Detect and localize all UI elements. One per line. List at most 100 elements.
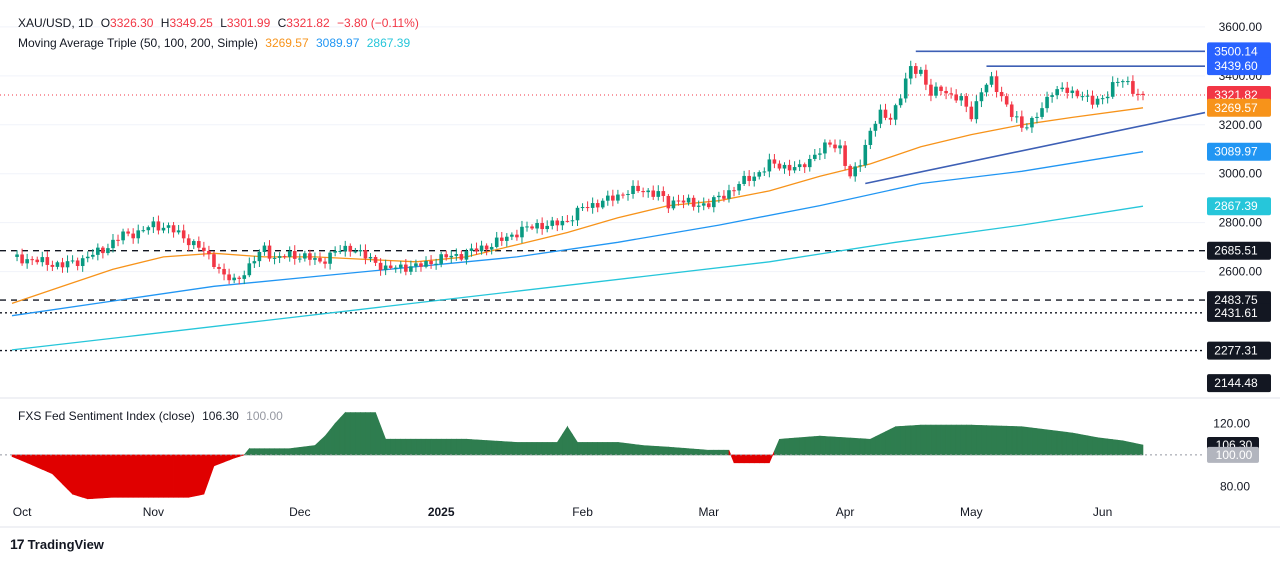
indicator-base: 100.00 [246, 409, 283, 423]
sentiment-segment [991, 425, 997, 456]
sentiment-segment [1036, 428, 1043, 456]
x-tick-label: Dec [289, 505, 310, 519]
candle-body [807, 158, 812, 168]
sentiment-segment [1041, 428, 1048, 456]
candle-body [156, 221, 161, 231]
sentiment-segment [804, 436, 811, 456]
sentiment-segment [612, 442, 619, 456]
candle-body [969, 106, 974, 120]
sentiment-segment [355, 412, 361, 456]
sentiment-segment [92, 454, 99, 499]
candle-body [732, 190, 736, 192]
candle-body [979, 92, 984, 102]
candle-body [520, 226, 524, 238]
candle-body [1115, 81, 1120, 83]
sentiment-segment [304, 445, 311, 456]
candle-body [232, 277, 236, 281]
candle-body [368, 256, 373, 259]
candle-body [181, 230, 186, 239]
sentiment-segment [486, 440, 492, 456]
candle-body [828, 142, 832, 145]
sentiment-segment [102, 454, 109, 499]
candle-body [833, 144, 837, 149]
candle-body [318, 258, 322, 262]
sentiment-segment [551, 442, 558, 456]
candle-body [626, 193, 630, 195]
ma100-value: 3089.97 [316, 36, 360, 50]
candle-body [919, 69, 923, 74]
sentiment-segment [900, 425, 906, 456]
candle-body [90, 254, 95, 257]
candle-body [666, 195, 671, 209]
candle-body [484, 245, 489, 250]
sentiment-segment [440, 438, 447, 456]
sentiment-segment [1117, 439, 1124, 456]
candle-body [1141, 93, 1145, 95]
candle-body [631, 185, 635, 194]
indicator-tag-label: 100.00 [1216, 448, 1253, 462]
sentiment-segment [738, 454, 745, 464]
sentiment-segment [72, 454, 78, 497]
candle-body [550, 220, 555, 226]
candle-body [560, 220, 565, 226]
sentiment-segment [339, 411, 346, 456]
candle-body [908, 66, 913, 79]
sentiment-segment [501, 441, 508, 456]
candle-body [661, 191, 666, 196]
sentiment-segment [435, 438, 442, 456]
candle-body [151, 221, 156, 228]
candle-body [575, 207, 580, 221]
candle-body [818, 153, 822, 155]
candle-body [787, 164, 792, 171]
candle-body [111, 239, 115, 249]
candle-body [116, 239, 120, 241]
sentiment-segment [1137, 443, 1144, 456]
candle-body [762, 171, 767, 173]
candle-body [15, 254, 19, 257]
candle-body [742, 175, 746, 184]
candle-body [101, 247, 105, 254]
candle-body [535, 223, 539, 229]
candle-body [1055, 89, 1059, 96]
candle-body [237, 277, 242, 279]
sentiment-segment [1107, 438, 1114, 456]
candle-body [853, 166, 858, 177]
sentiment-segment [789, 437, 795, 456]
candle-body [373, 256, 378, 263]
sentiment-segment [1087, 435, 1093, 456]
candle-body [227, 274, 231, 281]
candle-body [1075, 90, 1080, 97]
candle-body [712, 197, 716, 208]
candle-body [60, 262, 65, 268]
candle-body [777, 163, 782, 169]
sentiment-segment [541, 442, 548, 456]
candle-body [474, 248, 479, 252]
price-tag-label: 3089.97 [1214, 145, 1258, 159]
candle-body [393, 267, 398, 269]
sentiment-segment [1102, 437, 1108, 456]
sentiment-segment [334, 417, 341, 456]
sentiment-segment [163, 454, 169, 498]
candle-body [1085, 95, 1090, 97]
candle-body [398, 264, 403, 268]
sentiment-segment [657, 446, 664, 456]
candle-body [439, 254, 443, 264]
candle-body [121, 231, 125, 241]
candle-body [646, 190, 650, 193]
sentiment-segment [587, 442, 593, 456]
candle-body [414, 263, 418, 267]
candle-body [277, 256, 282, 258]
candle-body [813, 154, 817, 159]
candle-body [898, 98, 903, 106]
candle-body [954, 94, 958, 101]
sentiment-segment [607, 442, 614, 456]
candle-body [388, 265, 393, 268]
sentiment-segment [385, 438, 391, 456]
candle-body [949, 93, 953, 95]
candle-body [343, 245, 348, 251]
sentiment-segment [678, 447, 684, 456]
sentiment-segment [930, 424, 937, 456]
sentiment-segment [395, 438, 402, 456]
sentiment-segment [1082, 434, 1088, 456]
sentiment-segment [1051, 430, 1058, 456]
